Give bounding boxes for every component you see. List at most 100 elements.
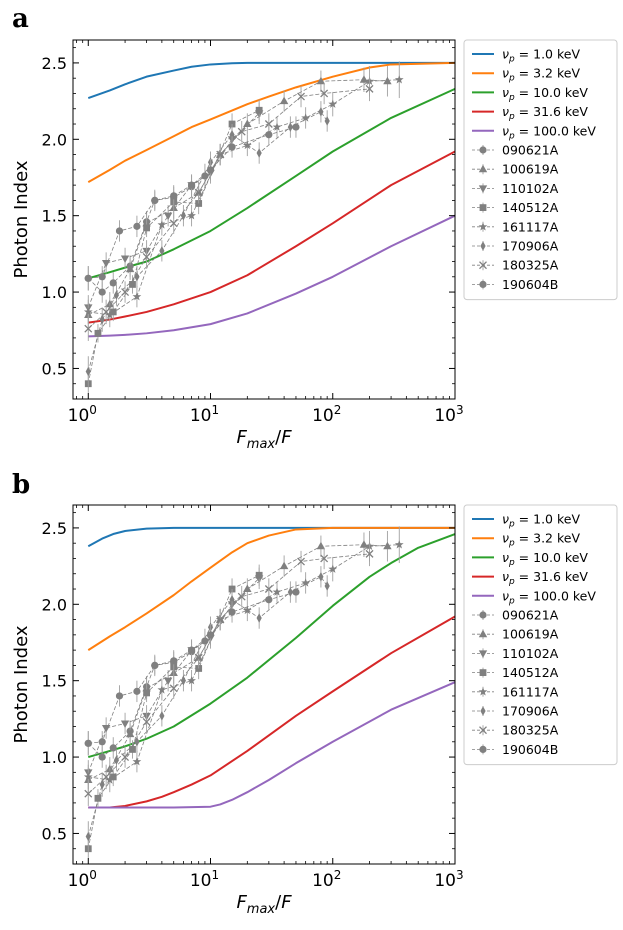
panel-a-legend-grb-marker — [478, 185, 488, 193]
panel-a-legend-grb-marker — [478, 164, 488, 173]
panel-a-grb-line-180325A — [87, 88, 370, 330]
panel-a-grb-point-180325A — [84, 324, 93, 333]
panel-a-plot-frame — [72, 39, 456, 400]
panel-a-ylabel: Photon Index — [11, 160, 32, 278]
panel-b-grb-point-170906A — [85, 831, 91, 842]
panel-a-xtick-label: 100 — [68, 403, 97, 426]
panel-b-ytick-label: 2.5 — [42, 519, 67, 538]
panel-b-grb-point-170906A — [180, 675, 186, 686]
panel-b-ytick-label: 2.0 — [42, 595, 67, 614]
panel-b-grb-point-180325A — [237, 592, 246, 601]
panel-a-grb-point-161117A — [187, 211, 196, 220]
panel-b-legend-model-label: νp = 1.0 keV — [502, 512, 580, 530]
panel-b-grb-line-110102A — [87, 578, 260, 773]
panel-a-grb-point-170906A — [229, 129, 235, 140]
panel-a-legend-grb-label: 140512A — [502, 200, 559, 215]
panel-a-grb-point-180325A — [320, 89, 329, 98]
panel-b-legend-grb-label: 170906A — [502, 704, 559, 719]
panel-a-legend-model-label: νp = 3.2 keV — [502, 66, 580, 84]
panel-a-legend-box — [463, 39, 618, 301]
panel-b-legend-grb-marker — [479, 611, 487, 619]
panel-a-grb-point-180325A — [102, 307, 111, 316]
panel-b-grb-point-170906A — [159, 711, 165, 721]
panel-b-grb-point-190604B — [292, 588, 300, 596]
panel-b-grb-point-180325A — [297, 557, 305, 566]
panel-a-grb-point-190604B — [206, 166, 215, 174]
panel-a-legend-grb-marker — [479, 280, 487, 288]
panel-a-grb-point-140512A — [143, 224, 150, 232]
panel-b-ytick-label: 0.5 — [42, 824, 67, 843]
panel-a-grb-point-140512A — [255, 106, 263, 114]
panel-a-legend-grb-marker — [480, 241, 486, 251]
panel-a-legend-grb-label: 110102A — [502, 181, 559, 196]
panel-b-grb-point-190604B — [115, 692, 124, 700]
panel-b-grb-point-190604B — [228, 608, 236, 616]
chart-b: 0.5 1.0 1.5 2.0 2.5 100 101 102 103 Photon Index F… — [11, 504, 618, 917]
panel-b-grb-line-161117A — [88, 544, 400, 781]
panel-b-ytick-label: 1.0 — [42, 748, 67, 767]
panel-b-grb-point-140512A — [94, 794, 102, 802]
panel-b-model-line-4 — [88, 681, 456, 809]
panel-a-grb-point-100619A — [279, 96, 289, 105]
panel-b-grb-point-170906A — [318, 572, 324, 582]
panel-a-grb-point-180325A — [142, 252, 151, 261]
panel-a-model-line-2 — [87, 87, 456, 280]
panel-a-grb-point-170906A — [318, 107, 324, 117]
panel-b-grb-point-180325A — [102, 772, 111, 781]
panel-b-grb-series-170906A — [85, 566, 330, 852]
panel-b-grb-point-190604B — [187, 646, 196, 654]
panel-b-grb-point-161117A — [394, 540, 404, 549]
panel-b-grb-point-140512A — [228, 585, 236, 593]
panel-a-legend-grb-label: 100619A — [502, 162, 559, 177]
panel-a-grb-series-190604B — [84, 116, 300, 291]
panel-b-grb-point-180325A — [84, 789, 93, 798]
panel-a-grb-point-190604B — [133, 222, 141, 230]
panel-b-grb-point-161117A — [105, 775, 115, 784]
panel-b-grb-point-161117A — [132, 757, 142, 766]
panel-a-grb-point-161117A — [157, 220, 167, 229]
panel-a-grb-point-170906A — [159, 246, 165, 256]
panel-b-legend-grb-marker — [480, 706, 486, 716]
panel-a-legend-grb-label: 190604B — [502, 277, 558, 292]
panel-a-grb-point-140512A — [94, 329, 102, 337]
panel-a-legend-grb-label: 161117A — [502, 219, 559, 234]
chart-a: 0.5 1.0 1.5 2.0 2.5 100 101 102 103 Photon Index F… — [11, 39, 618, 452]
panel-a-grb-point-190604B — [98, 273, 106, 281]
panel-b-grb-point-180325A — [194, 653, 203, 662]
panel-b-xtick-label: 100 — [68, 868, 97, 891]
panel-b-model-line-1 — [87, 526, 455, 651]
panel-a-grb-point-170906A — [256, 148, 262, 158]
panel-a-grb-point-180325A — [297, 92, 305, 101]
panel-a-grb-point-161117A — [394, 75, 404, 84]
panel-b-grb-point-090621A — [98, 753, 106, 761]
panel-b-grb-point-161117A — [83, 772, 93, 781]
panel-a-grb-point-100619A — [359, 75, 369, 83]
panel-b-grb-point-190604B — [170, 657, 178, 665]
panel-a-ytick-label: 1.0 — [42, 283, 67, 302]
panel-b-label: b — [12, 470, 31, 500]
panel-b-ytick-label: 1.5 — [42, 672, 67, 691]
panel-a-model-line-3 — [88, 150, 456, 324]
panel-b-xtick-label: 101 — [190, 868, 219, 891]
panel-b-model-line-0 — [87, 526, 455, 548]
panel-b-grb-point-161117A — [187, 676, 196, 685]
panel-b-grb-line-180325A — [87, 553, 370, 795]
panel-a-grb-series-180325A — [84, 76, 374, 341]
panel-a-grb-point-180325A — [264, 120, 273, 128]
panel-b-grb-point-140512A — [195, 665, 203, 672]
panel-b-legend-grb-label: 161117A — [502, 684, 559, 699]
panel-b-xtick-label: 103 — [434, 868, 463, 891]
panel-b-grb-series-190604B — [84, 581, 300, 756]
panel-a-ytick-label: 1.5 — [42, 207, 67, 226]
panel-b-legend-grb-marker — [479, 726, 487, 735]
panel-a-legend-grb-marker — [478, 222, 488, 231]
panel-a-grb-point-180325A — [365, 84, 374, 93]
panel-b-grb-point-180325A — [121, 753, 130, 762]
panel-b-grb-point-180325A — [264, 585, 273, 593]
panel-a-legend-grb-marker — [479, 261, 487, 270]
panel-b-grb-point-170906A — [113, 755, 120, 765]
panel-b-grb-point-090621A — [109, 744, 117, 752]
panel-b-legend-grb-label: 190604B — [502, 742, 558, 757]
panel-a-grb-point-161117A — [83, 307, 93, 316]
panel-a-model-line-0 — [87, 61, 455, 99]
